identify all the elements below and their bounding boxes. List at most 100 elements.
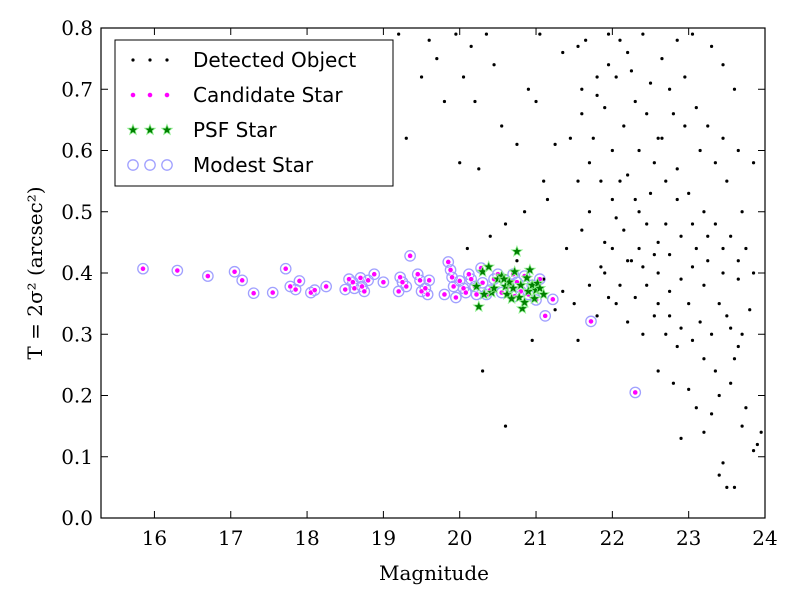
detected-object-point [610,246,614,251]
psf-star-point [512,290,526,303]
detected-object-point [721,136,725,140]
detected-object-point [664,179,668,183]
detected-object-point [629,69,634,73]
detected-object-point [526,87,531,91]
detected-object-point [667,314,672,318]
legend-item-candidate-star: Candidate Star [130,83,343,107]
candidate-star-point [403,283,410,290]
detected-object-point [595,93,599,97]
detected-object-point [599,179,603,183]
detected-object-point [522,210,527,214]
psf-star-point [470,279,483,292]
legend-box [114,39,394,187]
detected-object-point [633,99,637,104]
detected-object-point [702,357,706,361]
psf-star-point [523,263,537,276]
modest-star-point [202,270,214,282]
psf-star-point [482,260,496,273]
candidate-star-point [365,277,372,284]
detected-object-point [633,295,637,300]
candidate-star-point [250,290,257,297]
detected-object-point [645,222,649,226]
y-axis-label: T = 2σ² (arcsec²) [23,186,47,359]
detected-object-point [690,265,695,269]
psf-star-point [487,281,501,294]
modest-star-point [228,265,241,278]
legend-item-modest-star: Modest Star [127,153,314,177]
detected-object-point [744,406,748,410]
legend-candidate-star-point [164,92,170,98]
detected-object-point [740,332,744,336]
detected-object-point [690,32,695,36]
detected-object-point [652,161,656,165]
modest-star-point [546,293,559,306]
detected-object-point [656,136,660,140]
detected-object-point [603,271,607,275]
detected-object-point [534,99,538,104]
detected-object-point [656,302,660,306]
legend-marker-modest-star [127,159,173,171]
detected-object-point [679,326,683,330]
detected-object-point [698,320,702,324]
x-tick-label: 23 [676,526,701,550]
modest-star-point [400,280,413,293]
psf-star-point [514,278,528,291]
detected-object-point [614,216,618,220]
detected-object-point [610,148,614,153]
detected-object-point [717,393,721,398]
detected-object-point [618,38,622,42]
detected-object-point [484,32,489,36]
detected-object-point [702,210,706,214]
detected-object-point [587,210,592,214]
detected-object-point [576,338,580,342]
series-psf-star [470,244,551,314]
detected-object-point [637,148,641,153]
legend-psf-star-point [126,123,140,136]
detected-object-point [561,50,565,55]
y-tick-label: 0.6 [61,139,93,163]
detected-object-point [675,167,679,171]
detected-object-point [580,112,584,116]
y-tick-label: 0.3 [61,322,93,346]
detected-object-point [713,161,717,165]
y-tick-label: 0.2 [61,384,93,408]
detected-object-point [736,344,740,349]
detected-object-point [740,424,744,428]
series-candidate-star [140,252,639,396]
x-tick-label: 21 [523,526,548,550]
detected-object-point [473,99,477,104]
detected-object-point [595,314,599,318]
detected-object-point [614,302,618,306]
detected-object-point [542,277,546,281]
detected-object-point [717,302,721,306]
modest-star-point [450,291,462,304]
legend-modest-star-point [161,159,173,171]
detected-object-point [675,197,679,202]
detected-object-point [606,32,611,36]
candidate-star-point [449,274,455,281]
modest-star-point [629,386,642,399]
detected-object-point [751,449,756,453]
detected-object-point [660,57,664,61]
detected-object-point [740,210,744,214]
legend-label-candidate-star: Candidate Star [193,83,343,107]
detected-object-point [587,161,592,165]
detected-object-point [660,136,664,140]
detected-object-point [626,50,630,55]
legend-detected-object-point [165,58,169,62]
detected-object-point [469,44,473,48]
modest-star-point [343,273,355,285]
x-tick-label: 20 [447,526,472,550]
detected-object-point [580,87,584,91]
detected-object-point [572,302,576,306]
detected-object-point [622,124,626,128]
detected-object-point [732,357,737,361]
modest-star-point [339,283,352,296]
detected-object-point [545,197,550,202]
detected-object-point [618,283,622,287]
detected-object-point [622,228,626,232]
y-tick-label: 0.7 [61,77,93,101]
detected-object-point [637,246,641,251]
detected-object-point [641,332,645,336]
detected-object-point [694,406,698,410]
